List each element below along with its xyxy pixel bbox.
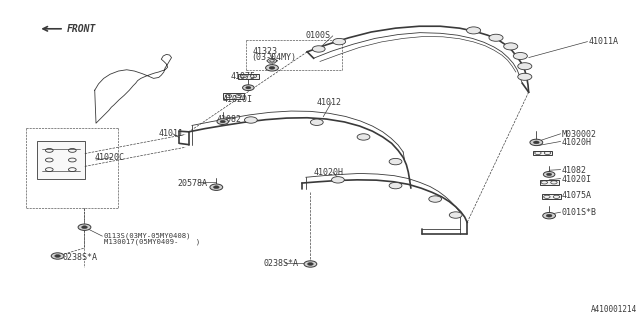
Circle shape <box>220 120 225 123</box>
Text: M030002: M030002 <box>562 130 597 139</box>
Circle shape <box>504 43 518 50</box>
Circle shape <box>210 184 223 190</box>
Circle shape <box>246 86 251 89</box>
Text: M130017(05MY0409-    ): M130017(05MY0409- ) <box>104 238 200 245</box>
Text: (03-04MY): (03-04MY) <box>251 53 296 62</box>
Circle shape <box>214 186 219 189</box>
Circle shape <box>467 27 481 34</box>
Circle shape <box>307 262 314 266</box>
Circle shape <box>269 66 275 69</box>
Text: 0101S*B: 0101S*B <box>562 208 597 217</box>
Text: 41075A: 41075A <box>562 191 592 200</box>
Text: 0238S*A: 0238S*A <box>63 253 98 262</box>
Circle shape <box>543 172 555 177</box>
Circle shape <box>312 46 325 52</box>
Circle shape <box>543 212 556 219</box>
Bar <box>540 180 559 185</box>
Text: 41020I: 41020I <box>223 95 253 104</box>
Circle shape <box>310 119 323 125</box>
Text: 0238S*A: 0238S*A <box>264 259 299 268</box>
Circle shape <box>489 34 503 41</box>
Text: 41020C: 41020C <box>95 153 125 162</box>
Circle shape <box>530 139 543 146</box>
Circle shape <box>333 38 346 45</box>
Text: 41323: 41323 <box>253 47 278 56</box>
Text: 41020I: 41020I <box>562 175 592 184</box>
Circle shape <box>513 52 527 60</box>
Text: 41075: 41075 <box>230 72 255 81</box>
Circle shape <box>389 182 402 189</box>
Text: 41011A: 41011A <box>589 37 619 46</box>
Circle shape <box>304 261 317 267</box>
Circle shape <box>449 212 462 218</box>
Circle shape <box>243 85 254 91</box>
Circle shape <box>429 196 442 202</box>
Text: FRONT: FRONT <box>67 24 97 34</box>
Circle shape <box>332 177 344 183</box>
Circle shape <box>518 73 532 80</box>
Bar <box>533 150 552 155</box>
Circle shape <box>357 134 370 140</box>
Text: 0113S(03MY-05MY0408): 0113S(03MY-05MY0408) <box>104 233 191 239</box>
Circle shape <box>547 173 552 176</box>
Bar <box>238 74 259 79</box>
Text: 41020H: 41020H <box>314 168 344 177</box>
Circle shape <box>54 255 60 257</box>
Circle shape <box>266 65 278 71</box>
Text: 41020H: 41020H <box>562 138 592 147</box>
Text: 20578A: 20578A <box>178 179 208 188</box>
Circle shape <box>82 226 88 228</box>
Text: A410001214: A410001214 <box>591 305 637 314</box>
Text: 0100S: 0100S <box>306 31 331 40</box>
Bar <box>37 141 85 179</box>
Circle shape <box>547 214 552 217</box>
Circle shape <box>217 119 228 124</box>
Bar <box>542 194 561 199</box>
Circle shape <box>244 117 257 123</box>
Text: 41011: 41011 <box>159 129 184 138</box>
Bar <box>223 93 244 99</box>
Polygon shape <box>267 59 277 63</box>
Text: 41012: 41012 <box>317 98 342 107</box>
Circle shape <box>518 63 532 70</box>
Circle shape <box>51 253 64 259</box>
Circle shape <box>533 141 539 144</box>
Text: 41082: 41082 <box>216 115 241 124</box>
Circle shape <box>78 224 91 230</box>
Text: 41082: 41082 <box>562 166 587 175</box>
Circle shape <box>389 158 402 165</box>
